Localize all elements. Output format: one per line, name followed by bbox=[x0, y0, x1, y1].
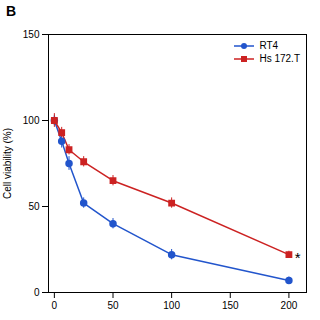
html-text:RT4: RT4 bbox=[259, 40, 279, 51]
svg-text:50: 50 bbox=[28, 201, 40, 212]
svg-text:100: 100 bbox=[163, 300, 180, 311]
html-text:B: B bbox=[6, 3, 17, 19]
svg-text:150: 150 bbox=[222, 300, 239, 311]
svg-text:Cell viability (%): Cell viability (%) bbox=[2, 128, 13, 199]
svg-text:100: 100 bbox=[23, 115, 40, 126]
svg-text:200: 200 bbox=[281, 300, 298, 311]
svg-text:0: 0 bbox=[52, 300, 58, 311]
svg-text:50: 50 bbox=[107, 300, 119, 311]
svg-text:0: 0 bbox=[34, 287, 40, 298]
svg-text:150: 150 bbox=[23, 29, 40, 40]
svg-text:*: * bbox=[295, 249, 301, 266]
html-text:Hs 172.T: Hs 172.T bbox=[259, 53, 300, 64]
